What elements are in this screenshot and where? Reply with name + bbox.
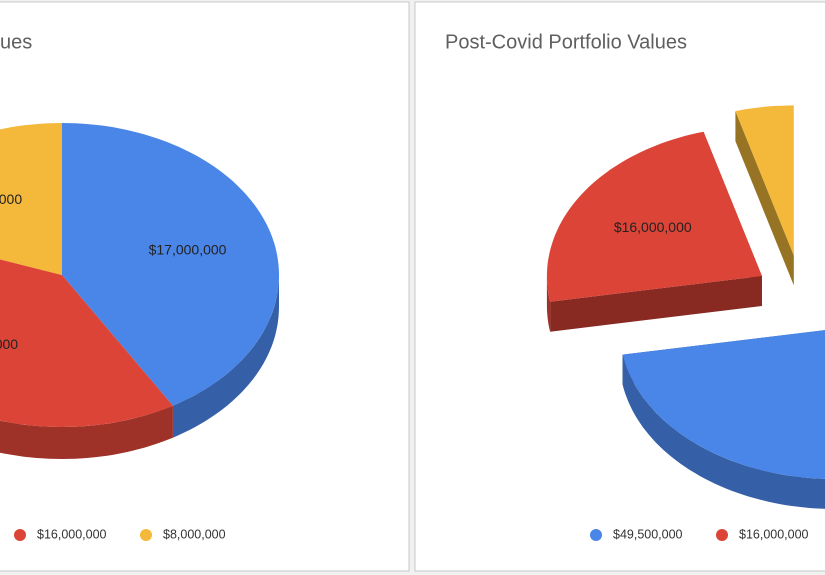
- slice: [622, 330, 825, 479]
- chart: Post-Covid Portfolio Values $49,500,000 $1…: [445, 31, 825, 541]
- data-label: $16,000,000: [0, 336, 18, 352]
- legend-label: $8,000,000: [163, 527, 226, 541]
- slice-side: [546, 276, 551, 332]
- legend-swatch: [590, 529, 602, 541]
- slice: [0, 259, 173, 427]
- chart-title: ues: [0, 31, 32, 53]
- legend-label: $16,000,000: [739, 527, 809, 541]
- slice-side: [622, 354, 825, 509]
- slice: [62, 123, 279, 406]
- legend-label: $16,000,000: [37, 527, 107, 541]
- legend-swatch: [140, 529, 152, 541]
- data-label: $8,000,000: [0, 191, 22, 207]
- slice-side: [0, 405, 173, 459]
- chart: ues$17,000,000$16,000,000$8,000,000$17,0…: [0, 31, 279, 541]
- slice: [735, 105, 794, 256]
- legend-label: $49,500,000: [613, 527, 683, 541]
- legend-swatch: [716, 529, 728, 541]
- slice-side: [735, 111, 794, 286]
- slice: [0, 123, 62, 275]
- slice-side: [550, 276, 762, 332]
- legend-swatch: [14, 529, 26, 541]
- data-label: $16,000,000: [614, 219, 692, 235]
- data-label: $17,000,000: [149, 242, 227, 258]
- slice-side: [172, 275, 279, 438]
- slice: [546, 131, 762, 302]
- chart-title: Post-Covid Portfolio Values: [445, 31, 687, 53]
